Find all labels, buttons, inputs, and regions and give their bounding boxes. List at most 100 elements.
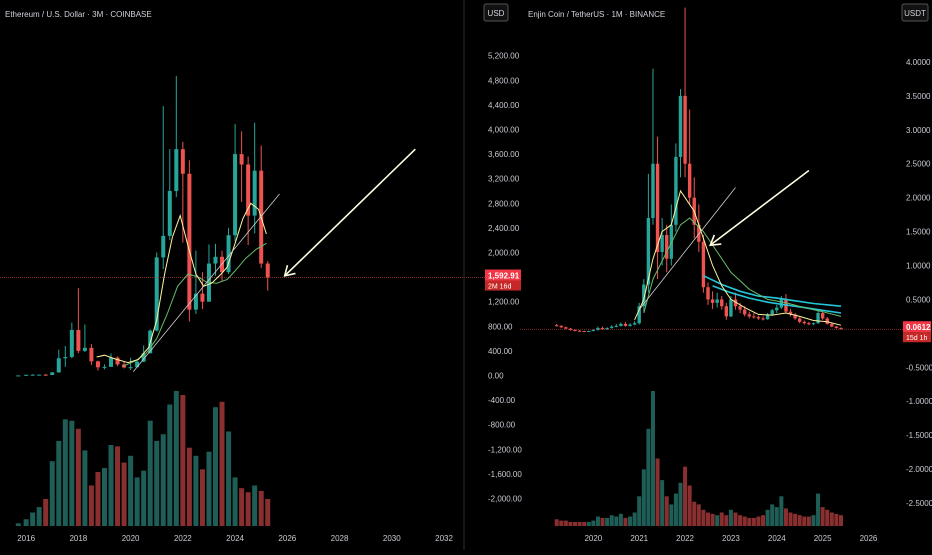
eth-candle-body [95,361,100,368]
eth-currency-button[interactable] [483,3,509,22]
enj-volume-bar [738,515,743,526]
eth-indicators [0,148,486,373]
eth-candle-body [161,235,166,258]
enj-chart-panel[interactable]: Enjin Coin / TetherUS · 1M · BINANCE USD… [520,3,932,543]
eth-candle-body [246,164,251,216]
eth-candle-body [252,170,257,216]
eth-ma-slow [122,242,267,367]
eth-volume-bar [252,485,258,526]
eth-volume-bar [30,512,36,526]
enj-volume-bar [623,517,628,526]
eth-volume-bar [101,467,107,526]
enj-candle-body [742,309,747,315]
eth-volume-bar [265,499,271,526]
eth-y-tick-label: 5,200.00 [488,52,520,61]
eth-y-tick-label: 400.00 [488,347,513,356]
enj-candle-body [637,306,641,324]
eth-volume-bar [95,472,101,526]
eth-x-tick-label: 2030 [383,534,401,543]
enj-volume-bar [715,515,720,526]
enj-candle-body [651,163,655,219]
eth-volume-bar [82,450,88,526]
enj-candle-body [610,326,614,328]
eth-y-tick-label: -2,000.00 [488,494,522,503]
enj-currency-button[interactable] [901,3,929,22]
enj-y-tick-label: 3.0000 [906,126,931,135]
eth-candle-body [102,366,107,368]
enj-ma-mid [643,217,842,317]
eth-ma-fast [96,202,267,364]
enj-volume-bar [614,516,619,526]
eth-volume-bar [167,404,173,526]
enj-volume-bar [783,508,788,526]
enj-y-tick-label: -1.5000 [906,431,932,440]
enj-candle-body [775,307,779,311]
enj-volume-bar [696,504,701,526]
enj-y-tick-label: 1.5000 [906,228,931,237]
enj-candle-body [683,95,687,164]
enj-candle-body [587,331,591,333]
eth-currency-label: USD [488,9,505,18]
eth-volume-bar [75,428,81,526]
eth-candle-body [154,257,159,331]
enj-candle-body [710,299,715,303]
eth-y-tick-label: 4,400.00 [488,101,520,110]
enj-volume-bar [568,521,573,526]
enj-volume-bar [706,512,710,526]
eth-price-axis[interactable]: 5,200.00 4,800.00 4,400.00 4,000.00 3,600.00… [485,52,522,504]
enj-indicators [520,169,904,330]
enj-price-axis[interactable]: 4.0000 3.5000 3.0000 2.5000 2.0000 1.5000 1.00… [903,58,932,508]
eth-y-tick-label: -400.00 [488,396,516,405]
eth-price-badge-text: 1,592.91 [488,272,520,281]
eth-volume-bar [88,485,94,526]
enj-volume-bar [710,513,715,526]
enj-candle-body [678,95,683,157]
enj-candle-body [674,156,678,225]
eth-y-tick-label: 1,200.00 [488,298,520,307]
enj-x-tick-label: 2023 [722,534,740,543]
enj-candle-body [747,314,751,317]
eth-volume-bar [43,499,49,526]
eth-candle-body [76,329,81,351]
enj-x-tick-label: 2025 [814,534,832,543]
eth-chart-title: Ethereum / U.S. Dollar · 3M · COINBASE [5,10,152,19]
enj-candle-body [614,325,618,327]
enj-candle-body [765,314,770,320]
eth-volume-bar [258,490,264,526]
eth-volume-bar [141,470,147,526]
eth-candle-body [174,149,179,191]
eth-countdown-text: 2M 16d [488,284,511,291]
eth-candle-body [239,154,244,165]
eth-candle-body [213,256,218,264]
enj-volume-bar [751,517,756,526]
enj-volume-bar [678,482,683,526]
eth-time-axis[interactable]: 2016 2018 2020 2022 2024 2026 2028 2030 2032 [17,534,453,543]
enj-volume-bar [632,512,637,526]
eth-chart-panel[interactable]: Ethereum / U.S. Dollar · 3M · COINBASE U… [0,3,522,543]
enj-candle-body [554,325,559,327]
enj-x-tick-label: 2024 [768,534,786,543]
enj-time-axis[interactable]: 2020 2021 2022 2023 2024 2025 2026 [584,534,877,543]
enj-ma-slow2 [712,285,842,314]
eth-candle-body [187,173,192,310]
enj-y-tick-label: 1.0000 [906,262,931,271]
enj-volume-bar [742,516,747,526]
eth-y-tick-label: 2,000.00 [488,248,520,257]
eth-y-tick-label: -1,600.00 [488,470,522,479]
enj-volume-bar [573,521,578,526]
eth-candle-body [200,293,205,302]
enj-candle-body [738,306,742,310]
eth-candle-body [265,263,270,278]
enj-countdown-badge [903,332,931,343]
enj-volume-bar [609,515,614,526]
eth-y-tick-label: -800.00 [488,421,516,430]
enj-volume-bar [664,496,669,526]
enj-y-tick-label: -2.5000 [906,499,932,508]
enj-candle-body [600,327,605,330]
enj-candle-body [724,306,729,317]
enj-volume-bar [816,493,821,526]
eth-arrow-shaft [284,148,416,277]
eth-price-badge [485,269,521,281]
